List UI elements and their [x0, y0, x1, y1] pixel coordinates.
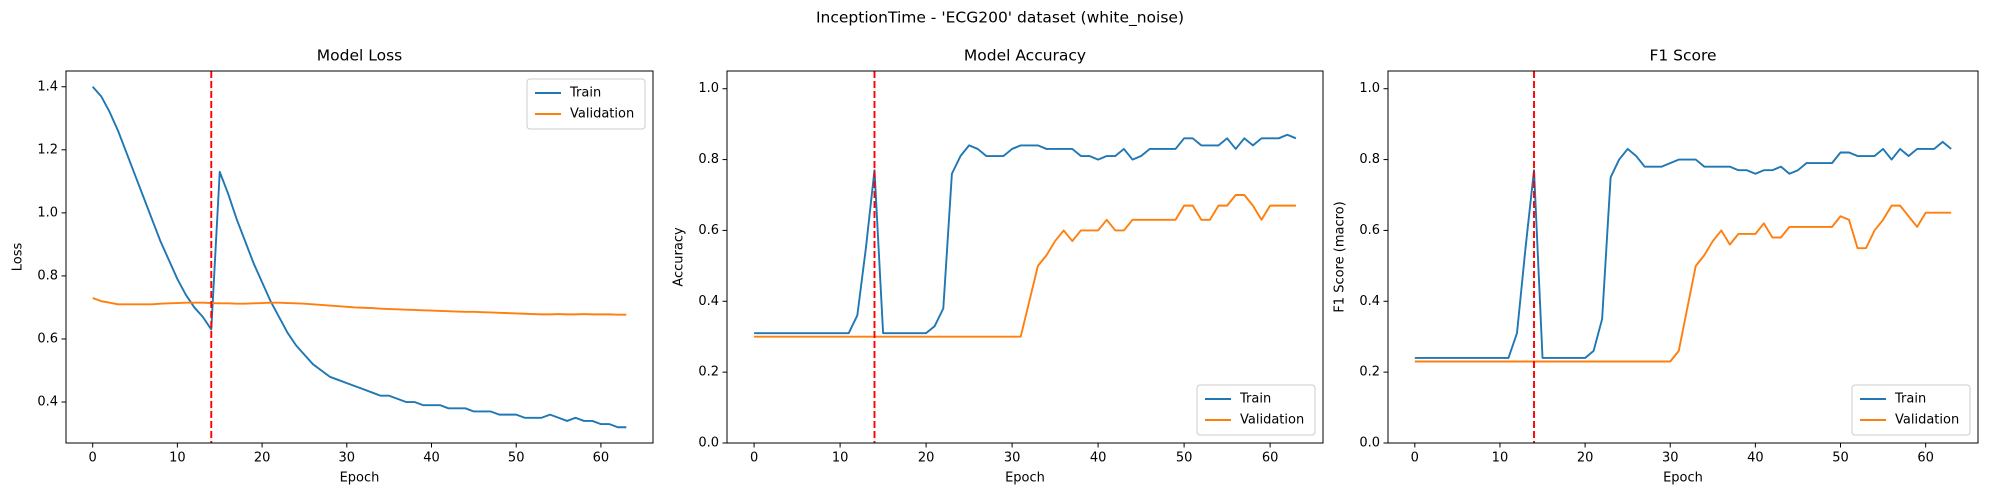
axes-frame [65, 70, 654, 444]
legend-label: Validation [1895, 413, 1959, 428]
series-line [754, 133, 1297, 335]
y-tick-label: 0.0 [698, 436, 719, 451]
y-tick-label: 1.4 [37, 79, 58, 94]
x-tick-label: 60 [1262, 451, 1279, 466]
panel-title: Model Accuracy [964, 47, 1086, 65]
x-tick-label: 50 [1832, 451, 1849, 466]
x-axis-label: Epoch [1663, 471, 1703, 486]
x-tick-label: 60 [1917, 451, 1934, 466]
legend-label: Train [1239, 392, 1271, 407]
x-tick-label: 0 [89, 451, 97, 466]
y-tick-label: 0.0 [1359, 436, 1380, 451]
x-tick-label: 40 [1090, 451, 1107, 466]
y-tick-label: 0.4 [1359, 294, 1380, 309]
panel: Model Accuracy Epoch Accuracy 0 10 20 30 40 50 60… [672, 47, 1324, 486]
x-tick-label: 0 [750, 451, 758, 466]
y-tick-label: 0.6 [698, 223, 719, 238]
series-line [1414, 140, 1952, 359]
panel-title: F1 Score [1649, 47, 1716, 65]
x-tick-label: 10 [832, 451, 849, 466]
panel-title: Model Loss [317, 47, 402, 65]
panel: Model Loss Epoch Loss 0 10 20 30 40 50 60 0.4 0.6 0.… [11, 47, 654, 486]
series-line [91, 86, 627, 429]
y-axis-label: F1 Score (macro) [1333, 201, 1348, 312]
y-tick-label: 0.2 [1359, 365, 1380, 380]
legend: Train Validation [1851, 384, 1971, 436]
x-axis-label: Epoch [1005, 471, 1045, 486]
legend: Train Validation [526, 78, 646, 130]
legend-box [1851, 384, 1971, 436]
legend-label: Train [569, 86, 601, 101]
y-tick-label: 0.8 [698, 152, 719, 167]
x-tick-label: 20 [254, 451, 271, 466]
x-axis-label: Epoch [340, 471, 380, 486]
series-line [92, 297, 627, 316]
x-tick-label: 30 [1004, 451, 1021, 466]
series-line [1414, 204, 1952, 363]
y-tick-label: 0.8 [1359, 152, 1380, 167]
axes-frame [726, 70, 1324, 444]
x-tick-label: 30 [1662, 451, 1679, 466]
y-tick-label: 0.4 [37, 395, 58, 410]
x-tick-label: 20 [918, 451, 935, 466]
x-tick-label: 60 [593, 451, 610, 466]
x-tick-label: 50 [508, 451, 525, 466]
figure-title: InceptionTime - 'ECG200' dataset (white_… [816, 9, 1184, 28]
x-tick-label: 20 [1577, 451, 1594, 466]
x-tick-label: 50 [1176, 451, 1193, 466]
x-tick-label: 30 [339, 451, 356, 466]
y-tick-label: 0.2 [698, 365, 719, 380]
axes-frame [1387, 70, 1979, 444]
y-tick-label: 1.2 [37, 142, 58, 157]
y-tick-label: 1.0 [37, 205, 58, 220]
series-line [754, 194, 1296, 338]
x-tick-label: 10 [1492, 451, 1509, 466]
y-tick-label: 0.6 [37, 331, 58, 346]
legend-box [526, 78, 646, 130]
legend-label: Validation [1240, 413, 1304, 428]
x-tick-label: 10 [169, 451, 186, 466]
legend-label: Validation [570, 107, 634, 122]
x-tick-label: 40 [423, 451, 440, 466]
legend: Train Validation [1196, 384, 1316, 436]
legend-label: Train [1894, 392, 1926, 407]
panel: F1 Score Epoch F1 Score (macro) 0 10 20 30 40 50… [1333, 47, 1979, 486]
legend-box [1196, 384, 1316, 436]
x-tick-label: 0 [1411, 451, 1419, 466]
y-tick-label: 0.6 [1359, 223, 1380, 238]
x-tick-label: 40 [1747, 451, 1764, 466]
y-tick-label: 0.4 [698, 294, 719, 309]
y-tick-label: 1.0 [698, 81, 719, 96]
y-tick-label: 1.0 [1359, 81, 1380, 96]
y-axis-label: Loss [11, 243, 26, 272]
y-tick-label: 0.8 [37, 268, 58, 283]
y-axis-label: Accuracy [672, 227, 687, 287]
